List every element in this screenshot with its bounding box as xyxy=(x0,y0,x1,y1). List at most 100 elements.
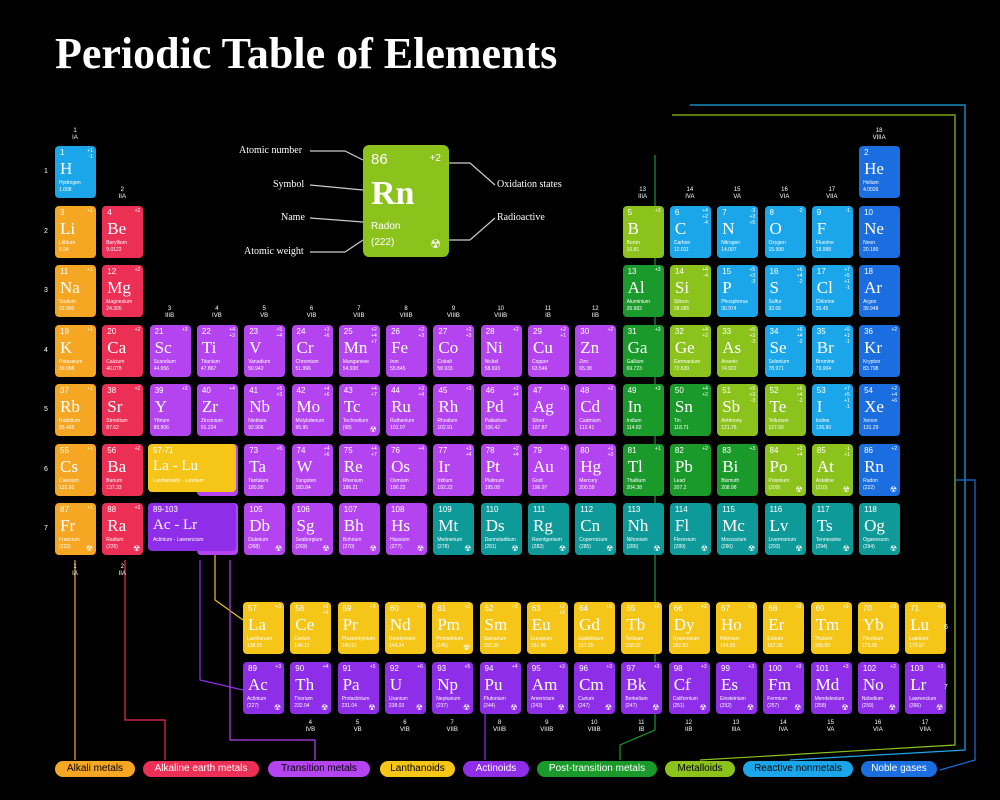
element-symbol: Si xyxy=(674,278,690,297)
element-symbol: W xyxy=(296,456,313,476)
atomic-weight: 40.078 xyxy=(106,365,122,372)
atomic-number: 45 xyxy=(438,386,448,395)
oxidation-states: +3 xyxy=(795,664,802,670)
element-symbol: Ts xyxy=(816,516,833,535)
atomic-number: 97 xyxy=(626,664,636,673)
element-symbol: Sn xyxy=(674,397,693,416)
oxidation-states: +4 +2 xyxy=(702,386,708,398)
atomic-weight: (209) xyxy=(768,484,781,491)
group-roman: IA xyxy=(72,571,78,577)
atomic-number: 87 xyxy=(60,505,69,514)
element-symbol: Bh xyxy=(343,516,364,535)
group-roman: IVA xyxy=(778,727,788,733)
element-cell-ts: 117 Ts Tennessine (294) ☢ xyxy=(811,503,853,555)
group-roman: VIIB xyxy=(353,313,365,319)
element-cell-nh: 113 Nh Nihonium (286) ☢ xyxy=(622,503,664,555)
element-symbol: Tl xyxy=(627,456,643,476)
oxidation-states: +5 +3 -3 xyxy=(749,267,756,285)
atomic-number: 1 xyxy=(60,148,65,157)
oxidation-states: +2 +4 +7 xyxy=(371,326,377,345)
element-name: Polonium xyxy=(768,477,790,484)
element-name: Hydrogen xyxy=(59,180,81,186)
atomic-number: 58 xyxy=(295,604,305,613)
period-label: 3 xyxy=(44,287,48,294)
atomic-number: 118 xyxy=(864,505,877,514)
atomic-weight: (244) xyxy=(483,703,496,709)
atomic-weight: (247) xyxy=(578,703,590,709)
atomic-weight: 180.95 xyxy=(248,484,264,491)
atomic-weight: 200.59 xyxy=(579,484,595,491)
element-name: Neodymium xyxy=(388,636,416,642)
element-cell-rb: 37 Rb Rubidium 85.468 +1 xyxy=(55,384,96,436)
group-roman: IIIA xyxy=(638,194,648,200)
element-name: Helium xyxy=(863,180,879,186)
element-cell-bh: 107 Bh Bohrium (270) ☢ xyxy=(338,503,380,555)
oxidation-states: +3 xyxy=(559,664,565,670)
atomic-number: 15 xyxy=(722,267,732,276)
element-cell-pb: 82 Pb Lead 207.2 +2 xyxy=(669,443,711,496)
element-cell-dy: 66 Dy Dysprosium 162.50 +3 xyxy=(668,602,710,654)
element-symbol: Nh xyxy=(627,516,649,535)
atomic-number: 69 xyxy=(815,604,825,613)
group-roman: VA xyxy=(733,194,741,200)
radioactive-icon: ☢ xyxy=(889,544,898,553)
key-line-rad xyxy=(449,217,496,241)
oxidation-states: +7 +5 +1 -1 xyxy=(844,267,850,291)
element-symbol: Li xyxy=(60,218,76,238)
key-label-oxidation: Oxidation states xyxy=(497,179,562,190)
element-name: Gold xyxy=(532,477,543,484)
group-number: 16 xyxy=(874,720,882,726)
element-symbol: Dy xyxy=(673,615,695,634)
period-label: 1 xyxy=(44,168,48,175)
element-cell-am: 95 Am Americium (243) +3 ☢ xyxy=(526,662,568,714)
oxidation-states: +4 +3 xyxy=(229,326,235,339)
atomic-number: 14 xyxy=(674,267,684,276)
oxidation-states: +3 xyxy=(653,604,660,610)
atomic-weight: (257) xyxy=(767,703,779,709)
element-cell-p: 15 P Phosphorus 30.974 +5 +3 -3 xyxy=(717,265,759,317)
element-name: Beryllium xyxy=(106,239,127,246)
legend-line-transition xyxy=(229,560,316,760)
element-cell-fe: 26 Fe Iron 55.845 +2 +3 xyxy=(386,324,428,377)
group-label: 14 IVA xyxy=(675,187,705,201)
bottom-group-label: 13 IIIA xyxy=(721,720,751,734)
element-cell-sn: 50 Sn Tin 118.71 +4 +2 xyxy=(669,384,711,436)
legend-line-reactive xyxy=(690,104,966,761)
atomic-weight: 114.82 xyxy=(626,425,642,431)
element-symbol: No xyxy=(862,675,884,694)
series-cell-lanthanoid: 57-71 La - Lu Lanthanoids - Lutetium xyxy=(148,443,236,492)
legend-item-alkali: Alkali metals xyxy=(55,761,135,777)
element-symbol: Tc xyxy=(343,397,361,416)
element-symbol: La xyxy=(248,615,266,634)
group-roman: VIB xyxy=(306,313,317,319)
element-cell-ga: 31 Ga Gallium 69.723 +3 xyxy=(622,324,664,377)
atomic-weight: (247) xyxy=(625,703,638,709)
atomic-number: 17 xyxy=(816,267,826,276)
group-roman: IIIB xyxy=(165,313,175,319)
group-roman: VIIIB xyxy=(492,727,506,733)
key-label-name: Name xyxy=(281,212,305,223)
oxidation-states: +2 +3 xyxy=(559,604,565,616)
group-roman: IVB xyxy=(212,313,222,319)
group-roman: VIIB xyxy=(446,727,458,733)
atomic-weight: (259) xyxy=(861,703,874,709)
radioactive-icon: ☢ xyxy=(653,544,661,553)
series-symbols: Ac - Lr xyxy=(153,517,198,533)
legend-item-transition: Transition metals xyxy=(268,761,370,777)
radioactive-icon: ☢ xyxy=(275,544,283,553)
element-symbol: Lv xyxy=(769,516,789,535)
atomic-weight: 157.25 xyxy=(578,643,594,649)
element-name: Silver xyxy=(532,418,545,424)
element-name: Fermium xyxy=(767,696,788,702)
atomic-number: 63 xyxy=(531,604,541,613)
atomic-weight: 58.933 xyxy=(437,365,453,372)
oxidation-states: +3 xyxy=(700,604,707,610)
element-name: Potassium xyxy=(59,358,83,365)
element-cell-cf: 98 Cf Californium (251) +3 ☢ xyxy=(668,662,710,714)
element-cell-og: 118 Og Oganesson (294) ☢ xyxy=(859,503,901,555)
radioactive-icon: ☢ xyxy=(557,703,565,712)
atomic-weight: 58.693 xyxy=(484,365,500,372)
atomic-number: 65 xyxy=(626,604,636,613)
atomic-weight: 144.24 xyxy=(388,643,405,649)
element-cell-ag: 47 Ag Silver 107.87 +1 xyxy=(528,384,569,436)
